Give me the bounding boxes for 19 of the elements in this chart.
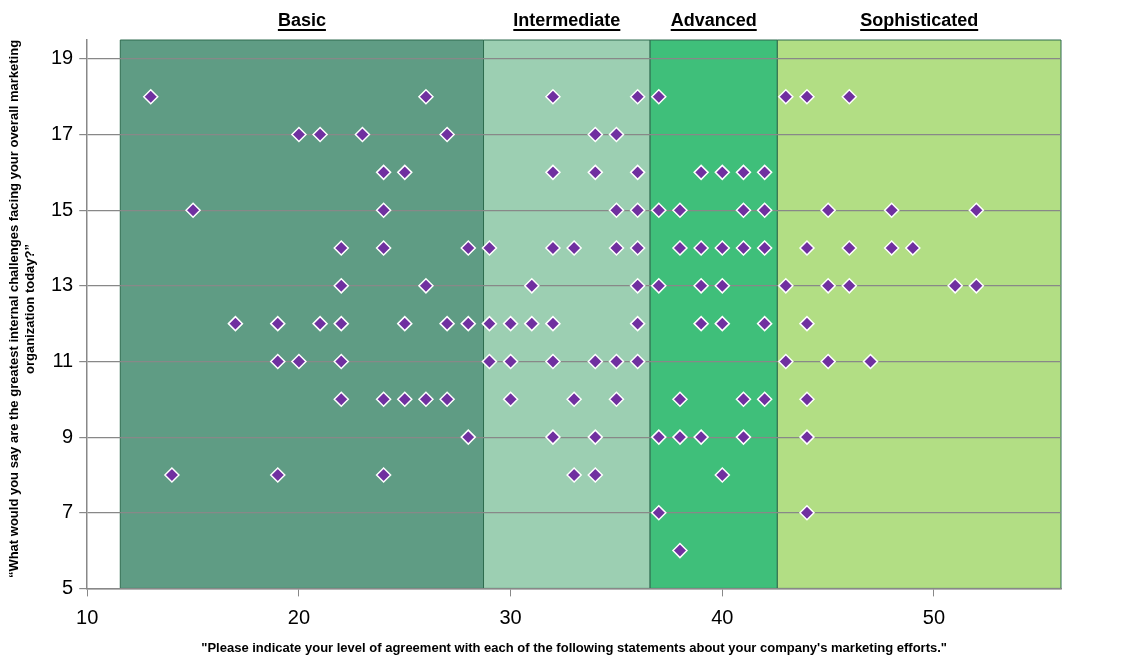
band-label: Basic [277,10,326,30]
y-tick-label: 7 [62,500,74,523]
x-tick-label: 50 [922,605,946,628]
x-axis-title: "Please indicate your level of agreement with each of the following statements about your company's marketing efforts." [201,639,948,655]
y-tick-label: 13 [51,273,74,296]
band-label: Advanced [670,10,757,30]
y-tick-label: 17 [51,122,74,145]
y-axis-title: “What would you say are the greatest internal challenges facing your overall marketing organization today?” [6,39,38,579]
y-tick-label: 5 [62,575,74,598]
band-label: Intermediate [513,10,621,30]
y-tick-label: 9 [62,424,74,447]
x-tick-label: 30 [499,605,522,628]
y-tick-label: 15 [51,197,74,220]
x-tick-label: 40 [711,605,734,628]
x-tick-label: 20 [287,605,311,628]
y-tick-label: 11 [52,348,74,371]
x-tick-label: 10 [76,605,99,628]
y-tick-label: 19 [51,46,74,69]
band-label: Sophisticated [860,10,979,30]
